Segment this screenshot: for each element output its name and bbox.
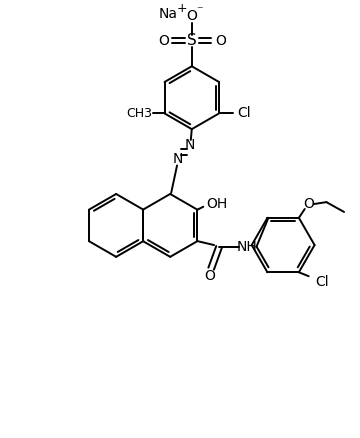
Text: Na: Na [159, 7, 178, 21]
Text: Cl: Cl [238, 106, 251, 120]
Text: OH: OH [206, 197, 228, 211]
Text: ⁻: ⁻ [196, 4, 203, 17]
Text: N: N [173, 152, 183, 166]
Text: CH3: CH3 [126, 107, 152, 120]
Text: O: O [186, 9, 197, 23]
Text: O: O [204, 269, 215, 283]
Text: Cl: Cl [316, 275, 329, 289]
Text: NH: NH [236, 240, 257, 254]
Text: O: O [215, 34, 226, 48]
Text: O: O [158, 34, 169, 48]
Text: +: + [177, 2, 187, 15]
Text: O: O [303, 197, 314, 211]
Text: N: N [185, 138, 195, 152]
Text: S: S [187, 33, 197, 48]
